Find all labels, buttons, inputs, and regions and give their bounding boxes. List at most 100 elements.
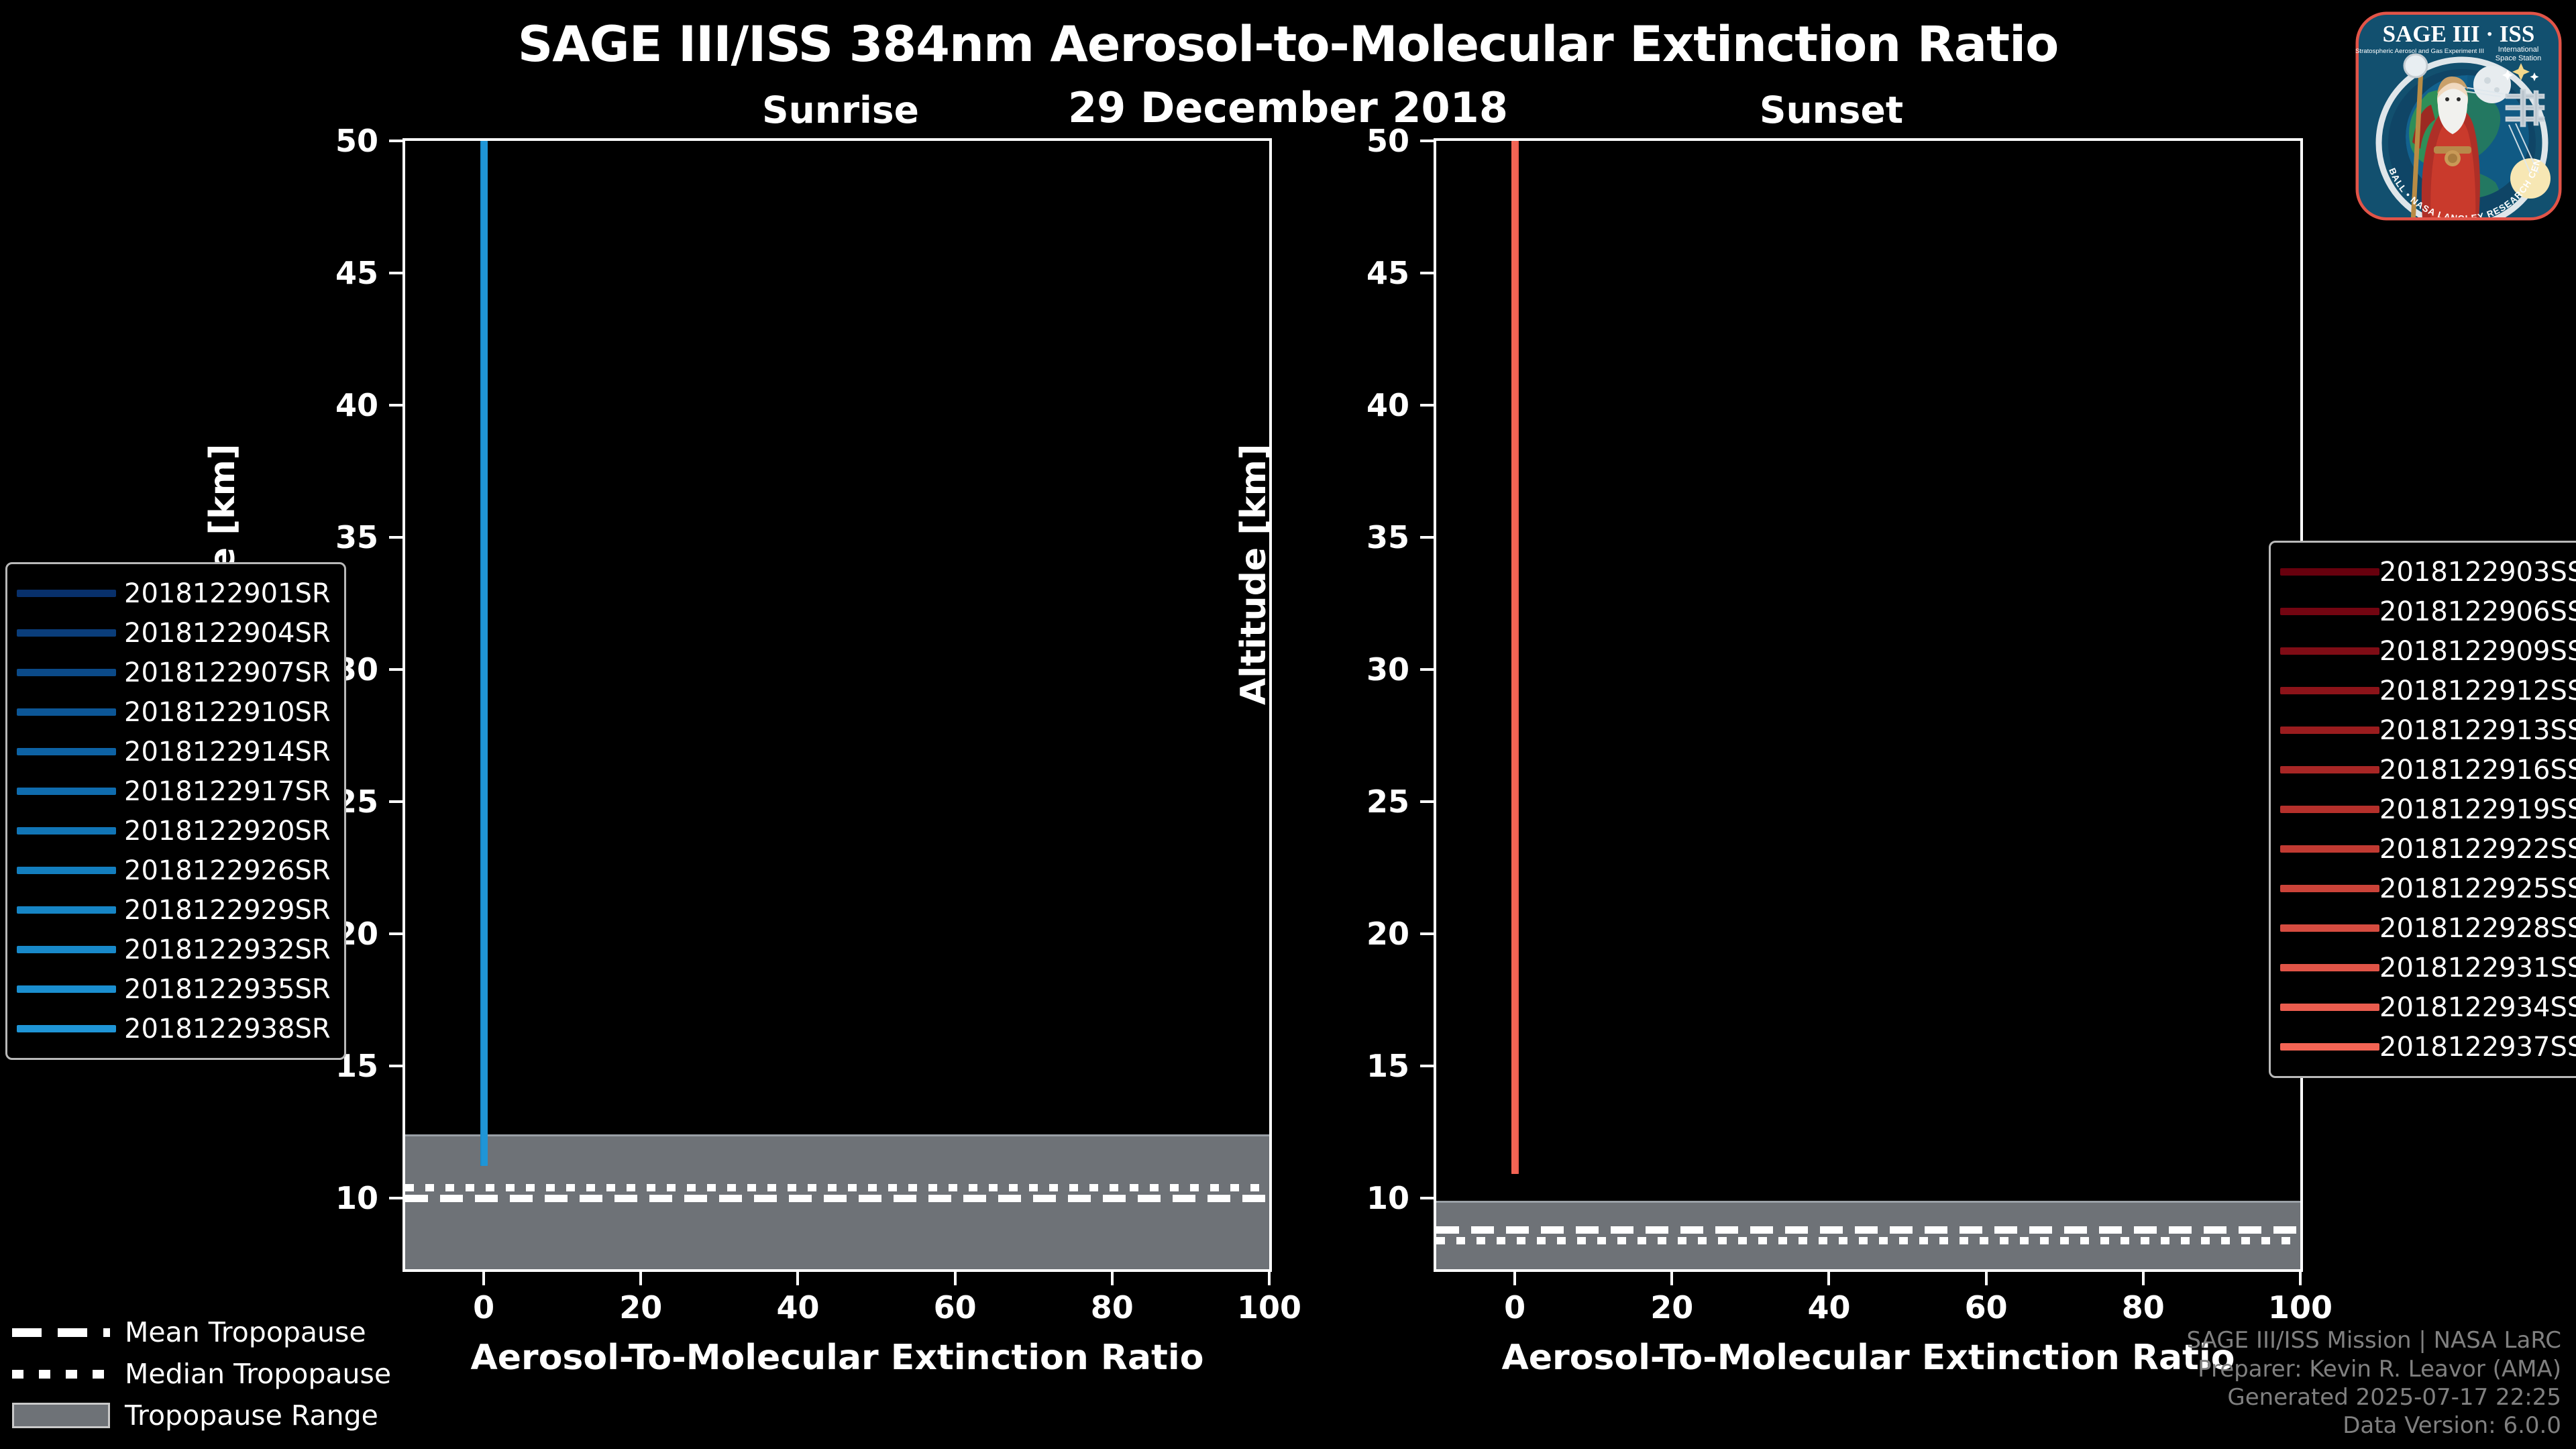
x-tick <box>2141 1272 2145 1285</box>
y-tick-label: 25 <box>1366 783 1409 820</box>
legend-color-swatch <box>17 1009 124 1049</box>
legend-label-mean-tropopause: Mean Tropopause <box>125 1316 366 1348</box>
legend-item[interactable]: 2018122904SR <box>17 613 331 653</box>
legend-item-label: 2018122914SR <box>124 736 331 767</box>
legend-row-tropopause-range: Tropopause Range <box>12 1395 391 1436</box>
y-tick <box>1420 403 1434 407</box>
y-tick-label: 10 <box>335 1179 378 1216</box>
legend-item-label: 2018122928SS <box>2379 912 2576 944</box>
legend-item-label: 2018122906SS <box>2379 596 2576 627</box>
y-tick <box>1420 1196 1434 1199</box>
legend-item[interactable]: 2018122903SS <box>2280 552 2576 592</box>
legend-color-swatch <box>17 851 124 890</box>
sunset-plot-area <box>1434 138 2303 1272</box>
legend-item[interactable]: 2018122934SS <box>2280 987 2576 1027</box>
legend-item-label: 2018122922SS <box>2379 833 2576 865</box>
legend-color-swatch <box>17 930 124 969</box>
credits-block: SAGE III/ISS Mission | NASA LaRC Prepare… <box>2186 1326 2561 1440</box>
mean-tropopause-line <box>405 1194 1269 1202</box>
x-tick-label: 60 <box>1964 1289 2008 1326</box>
sunrise-series-legend[interactable]: 2018122901SR 2018122904SR 2018122907SR 2018… <box>5 562 346 1060</box>
legend-item[interactable]: 2018122929SR <box>17 890 331 930</box>
median-tropopause-line <box>1436 1236 2300 1244</box>
y-tick <box>389 1064 402 1067</box>
legend-item-label: 2018122919SS <box>2379 794 2576 825</box>
legend-color-swatch <box>2280 987 2379 1027</box>
y-tick-label: 35 <box>335 519 378 555</box>
legend-color-swatch <box>2280 869 2379 908</box>
legend-item-label: 2018122938SR <box>124 1013 331 1044</box>
x-tick <box>639 1272 643 1285</box>
y-tick <box>1420 535 1434 539</box>
legend-item-label: 2018122935SR <box>124 973 331 1005</box>
credit-line-data-version: Data Version: 6.0.0 <box>2343 1411 2561 1439</box>
x-tick <box>1513 1272 1517 1285</box>
x-tick <box>1984 1272 1988 1285</box>
legend-color-swatch <box>17 890 124 930</box>
legend-item-label: 2018122907SR <box>124 657 331 688</box>
y-tick-label: 20 <box>1366 915 1409 952</box>
sunrise-plot-area <box>402 138 1272 1272</box>
legend-color-swatch <box>2280 908 2379 948</box>
sunset-series-legend[interactable]: 2018122903SS 2018122906SS 2018122909SS 2018… <box>2269 541 2576 1078</box>
y-tick-label: 50 <box>1366 123 1409 159</box>
legend-item[interactable]: 2018122906SS <box>2280 592 2576 631</box>
y-tick <box>1420 271 1434 274</box>
legend-item[interactable]: 2018122931SS <box>2280 948 2576 987</box>
y-tick <box>1420 140 1434 142</box>
legend-item[interactable]: 2018122912SS <box>2280 671 2576 710</box>
legend-color-swatch <box>17 613 124 653</box>
legend-item-label: 2018122910SR <box>124 696 331 728</box>
credit-line-mission: SAGE III/ISS Mission | NASA LaRC <box>2186 1327 2561 1354</box>
legend-item[interactable]: 2018122922SS <box>2280 829 2576 869</box>
legend-item[interactable]: 2018122925SS <box>2280 869 2576 908</box>
y-tick-label: 35 <box>1366 519 1409 555</box>
x-tick-label: 20 <box>1650 1289 1694 1326</box>
y-tick <box>389 932 402 935</box>
legend-item-label: 2018122913SS <box>2379 714 2576 746</box>
y-tick-label: 30 <box>1366 651 1409 688</box>
y-tick <box>1420 667 1434 671</box>
legend-item[interactable]: 2018122932SR <box>17 930 331 969</box>
legend-item-label: 2018122904SR <box>124 617 331 649</box>
legend-label-tropopause-range: Tropopause Range <box>125 1399 378 1432</box>
legend-item-label: 2018122909SS <box>2379 635 2576 667</box>
y-tick <box>389 403 402 407</box>
sunrise-panel-title: Sunrise <box>762 89 919 131</box>
legend-item-label: 2018122920SR <box>124 815 331 847</box>
legend-color-swatch <box>2280 631 2379 671</box>
x-tick-label: 0 <box>1504 1289 1526 1326</box>
x-tick <box>2299 1272 2302 1285</box>
legend-item[interactable]: 2018122910SR <box>17 692 331 732</box>
legend-color-swatch <box>2280 552 2379 592</box>
legend-item-label: 2018122937SS <box>2379 1031 2576 1063</box>
legend-row-mean-tropopause: Mean Tropopause <box>12 1311 391 1353</box>
x-tick <box>1827 1272 1831 1285</box>
legend-item[interactable]: 2018122913SS <box>2280 710 2576 750</box>
y-tick-label: 10 <box>1366 1179 1409 1216</box>
legend-item[interactable]: 2018122901SR <box>17 574 331 613</box>
svg-text:Stratospheric Aerosol and Gas: Stratospheric Aerosol and Gas Experiment… <box>2355 48 2484 55</box>
legend-item[interactable]: 2018122935SR <box>17 969 331 1009</box>
legend-item[interactable]: 2018122916SS <box>2280 750 2576 790</box>
x-tick-label: 80 <box>1090 1289 1134 1326</box>
legend-item[interactable]: 2018122909SS <box>2280 631 2576 671</box>
legend-item[interactable]: 2018122928SS <box>2280 908 2576 948</box>
legend-item-label: 2018122901SR <box>124 578 331 609</box>
legend-item[interactable]: 2018122920SR <box>17 811 331 851</box>
y-tick <box>1420 800 1434 803</box>
dashed-line-icon <box>12 1311 118 1353</box>
legend-item[interactable]: 2018122938SR <box>17 1009 331 1049</box>
legend-item[interactable]: 2018122919SS <box>2280 790 2576 829</box>
legend-item[interactable]: 2018122937SS <box>2280 1027 2576 1067</box>
legend-item[interactable]: 2018122917SR <box>17 771 331 811</box>
legend-item[interactable]: 2018122914SR <box>17 732 331 771</box>
legend-item-label: 2018122929SR <box>124 894 331 926</box>
legend-color-swatch <box>17 811 124 851</box>
page-title: SAGE III/ISS 384nm Aerosol-to-Molecular … <box>517 16 2059 73</box>
legend-item-label: 2018122917SR <box>124 775 331 807</box>
legend-item[interactable]: 2018122926SR <box>17 851 331 890</box>
mean-tropopause-line <box>1436 1226 2300 1234</box>
y-tick <box>389 1196 402 1199</box>
legend-item[interactable]: 2018122907SR <box>17 653 331 692</box>
